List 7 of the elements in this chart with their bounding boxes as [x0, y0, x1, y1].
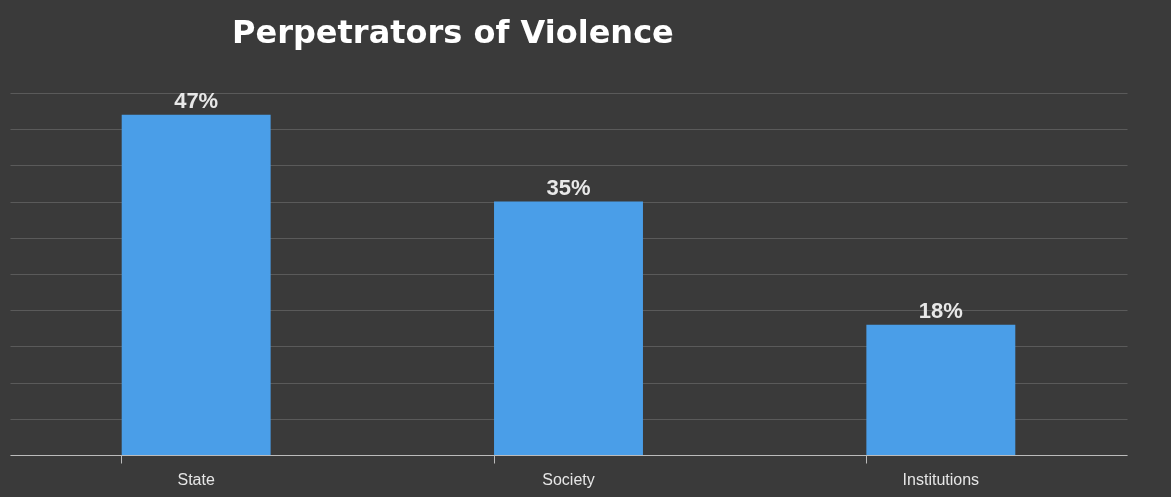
data-label: 47%	[174, 87, 219, 113]
chart-title: Perpetrators of Violence	[232, 12, 674, 51]
x-tick-label: State	[177, 470, 215, 488]
data-label: 35%	[546, 174, 591, 200]
x-tick-label: Society	[542, 470, 595, 488]
data-label: 18%	[918, 297, 963, 323]
x-tick-label: Institutions	[902, 470, 980, 488]
